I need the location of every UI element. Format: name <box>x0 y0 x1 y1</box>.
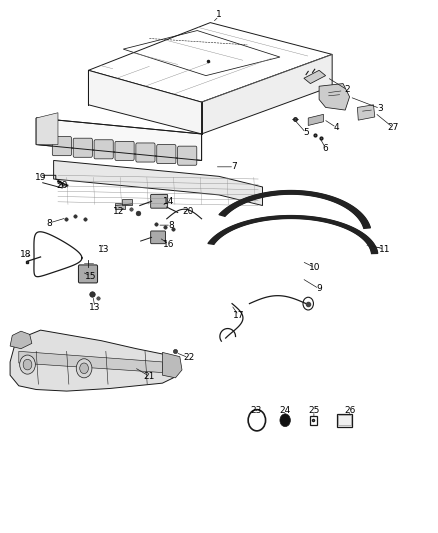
Bar <box>116 203 125 209</box>
Text: 20: 20 <box>57 181 68 190</box>
Polygon shape <box>308 114 323 125</box>
Text: 16: 16 <box>163 240 175 249</box>
Polygon shape <box>162 352 182 378</box>
Polygon shape <box>208 216 378 254</box>
Polygon shape <box>53 160 262 206</box>
Text: 10: 10 <box>309 263 321 272</box>
Text: 22: 22 <box>183 353 194 362</box>
Text: 11: 11 <box>378 245 390 254</box>
Text: 8: 8 <box>46 219 52 228</box>
FancyBboxPatch shape <box>151 231 166 244</box>
Text: 3: 3 <box>377 104 383 113</box>
Text: 15: 15 <box>85 271 96 280</box>
Text: 25: 25 <box>308 406 320 415</box>
Polygon shape <box>19 351 162 373</box>
Circle shape <box>20 355 35 374</box>
Circle shape <box>76 359 92 378</box>
Text: 13: 13 <box>89 303 101 312</box>
Text: 18: 18 <box>20 251 31 260</box>
FancyBboxPatch shape <box>78 265 98 283</box>
Text: 17: 17 <box>233 311 244 320</box>
Circle shape <box>280 414 290 426</box>
Polygon shape <box>36 118 201 160</box>
Polygon shape <box>357 105 375 120</box>
Text: 9: 9 <box>316 284 322 293</box>
FancyBboxPatch shape <box>73 138 92 157</box>
Text: 8: 8 <box>168 221 174 230</box>
Circle shape <box>80 363 88 374</box>
Bar <box>336 414 352 426</box>
Polygon shape <box>304 70 325 84</box>
Text: 7: 7 <box>231 163 237 171</box>
Bar <box>310 416 318 424</box>
Polygon shape <box>36 113 58 144</box>
Polygon shape <box>10 331 32 349</box>
Text: 14: 14 <box>163 197 175 206</box>
Text: 23: 23 <box>250 406 261 415</box>
Polygon shape <box>88 70 201 134</box>
Text: 27: 27 <box>387 123 399 132</box>
FancyBboxPatch shape <box>52 136 71 156</box>
Polygon shape <box>319 84 350 110</box>
Text: 13: 13 <box>98 245 110 254</box>
FancyBboxPatch shape <box>115 141 134 160</box>
FancyBboxPatch shape <box>151 195 168 208</box>
Text: 26: 26 <box>344 406 355 415</box>
Text: 1: 1 <box>216 10 222 19</box>
Bar <box>338 416 351 425</box>
Polygon shape <box>219 190 371 228</box>
FancyBboxPatch shape <box>94 140 113 159</box>
Circle shape <box>23 359 32 370</box>
FancyBboxPatch shape <box>136 143 155 162</box>
Polygon shape <box>201 54 332 134</box>
Bar <box>122 199 131 205</box>
Text: 4: 4 <box>334 123 339 132</box>
Text: 24: 24 <box>279 406 291 415</box>
Circle shape <box>303 297 314 310</box>
Polygon shape <box>10 330 176 391</box>
Text: 5: 5 <box>303 128 309 138</box>
FancyBboxPatch shape <box>178 146 197 165</box>
Text: 12: 12 <box>113 207 124 216</box>
Text: 20: 20 <box>183 207 194 216</box>
FancyBboxPatch shape <box>157 144 176 164</box>
Text: 21: 21 <box>144 372 155 381</box>
Text: 6: 6 <box>323 144 328 153</box>
Text: 19: 19 <box>35 173 46 182</box>
Text: 2: 2 <box>345 85 350 94</box>
